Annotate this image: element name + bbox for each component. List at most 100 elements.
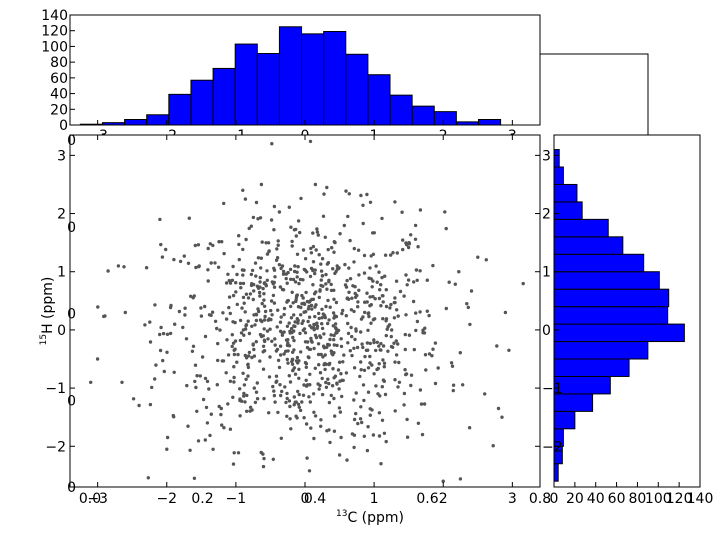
scatter-point [359,405,363,409]
scatter-point [404,313,408,317]
scatter-point [396,342,400,346]
scatter-point [285,396,289,401]
scatter-point [394,279,399,283]
scatter-point [347,192,351,196]
right-histogram-y-tick-label: 1 [542,265,551,281]
scatter-point [279,393,283,398]
scatter-point [261,350,265,354]
scatter-point [335,330,339,335]
scatter-point [300,321,304,326]
scatter-point [226,402,230,406]
scatter-point [296,321,300,325]
scatter-point [321,344,326,348]
scatter-point [331,367,335,371]
scatter-point [359,368,363,372]
scatter-point [372,340,376,345]
scatter-point [306,307,311,311]
scatter-point [290,290,294,294]
scatter-point [220,240,224,244]
scatter-point [195,409,199,413]
scatter-point [341,308,345,313]
scatter-point [193,243,197,248]
scatter-point [188,448,192,452]
scatter-point [187,216,191,220]
scatter-point [217,240,221,244]
scatter-point [451,383,456,387]
scatter-point [315,227,319,231]
scatter-point [289,277,293,281]
scatter-point [345,296,349,301]
scatter-point [305,456,309,460]
scatter-point [263,314,267,319]
right-histogram-bars [553,149,685,482]
scatter-point [415,278,419,282]
scatter-point [319,424,323,428]
scatter-point [337,453,342,457]
scatter-point [335,382,339,386]
scatter-point [338,232,342,236]
scatter-point [248,405,253,409]
scatter-point [250,408,254,412]
scatter-point [323,235,327,239]
top-histogram-bar [190,79,214,126]
scatter-point [337,387,341,391]
scatter-point [305,299,310,304]
scatter-point [350,296,354,300]
scatter-point [153,303,157,307]
scatter-point [375,280,379,284]
scatter-point [319,269,324,273]
scatter-point [298,408,303,413]
scatter-point [340,311,344,316]
scatter-point [314,335,319,340]
scatter-point [376,392,380,396]
scatter-point [317,295,321,300]
scatter-point [317,253,321,257]
scatter-point [333,414,337,418]
scatter-point [371,294,375,299]
scatter-point [302,302,307,306]
scatter-point [330,246,334,250]
scatter-point [347,290,351,294]
scatter-point [217,404,221,409]
scatter-point [503,310,508,315]
scatter-point [231,264,235,269]
scatter-point [366,328,370,332]
scatter-point [258,280,262,284]
scatter-point [357,273,361,277]
scatter-point [265,252,270,256]
scatter-point [301,296,305,300]
scatter-point [358,374,362,379]
scatter-point [397,380,402,384]
scatter-point [213,261,217,265]
scatter-point [232,352,237,357]
scatter-point [269,218,274,222]
top-histogram-bar [101,122,126,126]
scatter-point [287,205,291,209]
scatter-point [276,410,280,415]
x-axis-label-sup: 13 [336,509,347,519]
scatter-point [276,308,280,312]
scatter-point [465,302,469,306]
stray-y-tick-label: 0 [67,480,76,496]
scatter-point [491,444,495,448]
scatter-point [275,256,280,260]
scatter-point [232,375,236,380]
scatter-x-tick-label: 0 [301,491,310,507]
scatter-point [387,323,392,327]
scatter-point [236,352,240,357]
scatter-point [186,261,191,265]
scatter-point [311,325,316,330]
scatter-point [297,405,301,409]
top-histogram-bar [323,31,347,126]
scatter-point [411,299,416,304]
scatter-point [369,303,373,307]
scatter-point [290,357,295,361]
scatter-point [183,313,187,317]
scatter-point [227,305,231,310]
scatter-point [241,188,245,192]
scatter-point [89,380,93,384]
scatter-point [262,396,266,401]
scatter-point [436,366,440,370]
scatter-point [453,282,457,286]
